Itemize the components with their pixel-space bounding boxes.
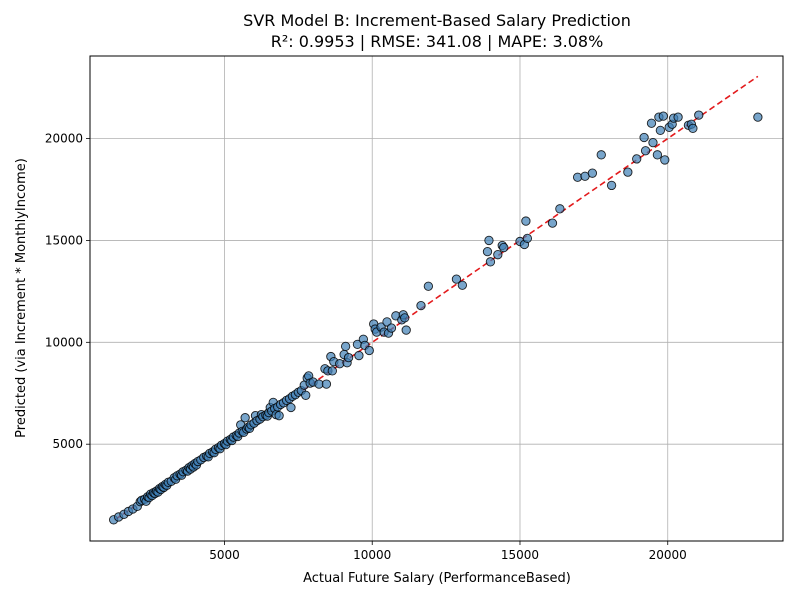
data-point [632,154,642,164]
data-point [286,402,296,413]
data-point [340,341,351,352]
data-point [482,246,493,257]
data-point [416,300,426,311]
x-axis-label: Actual Future Salary (PerformanceBased) [303,571,571,586]
grid-lines [90,56,783,541]
x-tick-label: 5000 [209,548,240,562]
data-point [401,325,411,335]
data-point [555,204,565,214]
y-tick-label: 15000 [45,233,83,247]
chart-title: SVR Model B: Increment-Based Salary Pred… [243,11,631,30]
chart-subtitle: R²: 0.9953 | RMSE: 341.08 | MAPE: 3.08% [271,32,604,51]
data-point [354,350,364,361]
data-point [274,411,284,421]
axis-ticks: 5000 10000 15000 20000 5000 10000 15000 20000 [45,132,687,562]
data-point [321,379,332,389]
y-tick-label: 20000 [45,132,83,146]
data-point [639,132,649,143]
y-axis-label: Predicted (via Increment * MonthlyIncome… [14,158,29,438]
data-point [673,112,683,122]
data-point [301,390,311,400]
data-point [658,111,668,121]
x-tick-label: 15000 [501,548,539,562]
data-point [240,413,250,423]
data-point [660,155,670,165]
data-point [423,281,434,291]
data-point [484,235,494,246]
data-point [386,323,397,333]
data-point [327,366,337,376]
data-point [606,180,617,191]
data-point [694,110,704,120]
data-point [364,345,374,356]
plot-frame [89,55,784,542]
data-point [547,218,558,228]
data-point [493,250,503,260]
x-tick-label: 20000 [649,548,687,562]
data-point [640,146,651,156]
reference-line [114,75,759,521]
data-point [521,216,531,226]
data-point [587,168,598,178]
data-point [623,167,633,177]
data-point [400,313,410,323]
data-point [652,150,663,160]
y-tick-label: 5000 [52,437,83,451]
data-point [688,123,698,133]
data-point [648,137,658,148]
data-point [646,118,657,128]
data-point [499,242,509,253]
data-point [451,274,462,284]
y-tick-label: 10000 [45,335,83,349]
data-point [753,112,763,122]
data-point [596,150,606,160]
data-point [457,280,468,290]
data-point [343,352,354,363]
data-points [108,110,763,525]
reference-line-group [114,75,759,521]
data-point [655,125,666,136]
x-tick-label: 10000 [353,548,391,562]
data-point [485,257,496,267]
data-point [522,233,533,244]
